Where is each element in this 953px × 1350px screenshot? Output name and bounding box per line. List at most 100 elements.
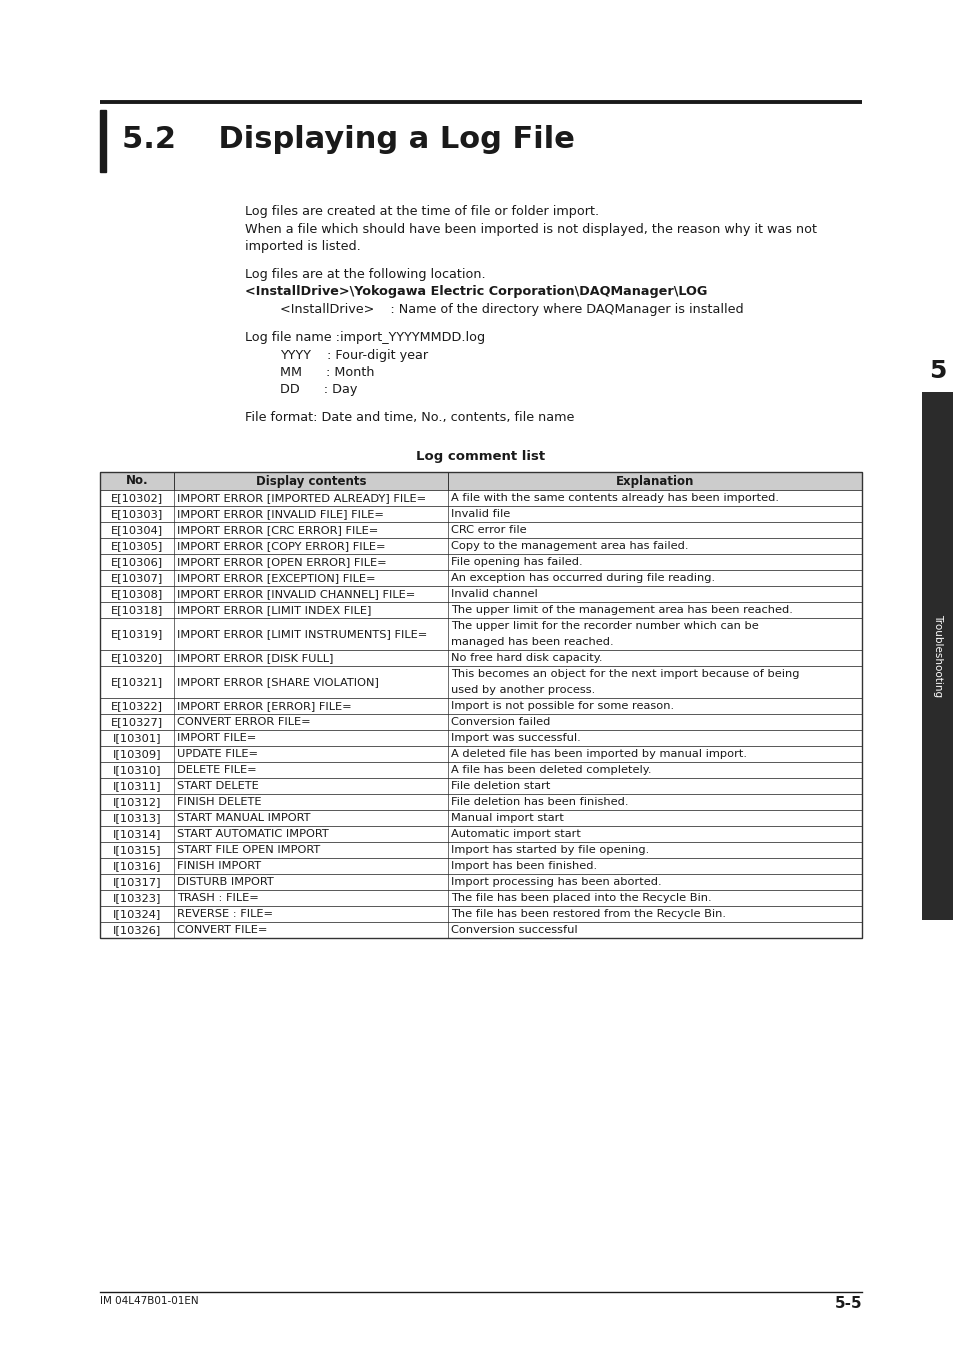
Text: TRASH : FILE=: TRASH : FILE= bbox=[177, 892, 258, 903]
Bar bbox=[100, 778, 862, 794]
Bar bbox=[100, 810, 862, 826]
Bar bbox=[100, 714, 862, 730]
Bar bbox=[100, 472, 862, 938]
Text: The file has been restored from the Recycle Bin.: The file has been restored from the Recy… bbox=[451, 909, 725, 919]
Text: I[10323]: I[10323] bbox=[112, 892, 161, 903]
Text: E[10304]: E[10304] bbox=[111, 525, 163, 535]
Text: UPDATE FILE=: UPDATE FILE= bbox=[177, 749, 257, 759]
Text: E[10305]: E[10305] bbox=[111, 541, 163, 551]
Text: DELETE FILE=: DELETE FILE= bbox=[177, 765, 256, 775]
Text: No free hard disk capacity.: No free hard disk capacity. bbox=[451, 653, 602, 663]
Text: Manual import start: Manual import start bbox=[451, 813, 563, 823]
Text: File deletion has been finished.: File deletion has been finished. bbox=[451, 796, 628, 807]
Bar bbox=[921, 350, 953, 919]
Text: IM 04L47B01-01EN: IM 04L47B01-01EN bbox=[100, 1296, 198, 1305]
Bar bbox=[100, 842, 862, 859]
Text: A file has been deleted completely.: A file has been deleted completely. bbox=[451, 765, 651, 775]
Bar bbox=[100, 698, 862, 714]
Text: E[10302]: E[10302] bbox=[111, 493, 163, 504]
Bar bbox=[100, 906, 862, 922]
Text: E[10306]: E[10306] bbox=[111, 558, 163, 567]
Text: FINISH DELETE: FINISH DELETE bbox=[177, 796, 261, 807]
Text: IMPORT ERROR [INVALID FILE] FILE=: IMPORT ERROR [INVALID FILE] FILE= bbox=[177, 509, 383, 518]
Text: I[10312]: I[10312] bbox=[112, 796, 161, 807]
Text: Import is not possible for some reason.: Import is not possible for some reason. bbox=[451, 701, 674, 711]
Text: Conversion successful: Conversion successful bbox=[451, 925, 577, 936]
Text: I[10301]: I[10301] bbox=[112, 733, 161, 743]
Bar bbox=[100, 649, 862, 666]
Bar bbox=[100, 873, 862, 890]
Text: IMPORT ERROR [INVALID CHANNEL] FILE=: IMPORT ERROR [INVALID CHANNEL] FILE= bbox=[177, 589, 415, 599]
Text: A deleted file has been imported by manual import.: A deleted file has been imported by manu… bbox=[451, 749, 746, 759]
Text: Copy to the management area has failed.: Copy to the management area has failed. bbox=[451, 541, 688, 551]
Text: E[10321]: E[10321] bbox=[111, 676, 163, 687]
Bar bbox=[100, 472, 862, 490]
Bar bbox=[921, 0, 953, 1300]
Text: IMPORT ERROR [OPEN ERROR] FILE=: IMPORT ERROR [OPEN ERROR] FILE= bbox=[177, 558, 386, 567]
Text: E[10327]: E[10327] bbox=[111, 717, 163, 728]
Text: Import processing has been aborted.: Import processing has been aborted. bbox=[451, 878, 661, 887]
Text: The upper limit for the recorder number which can be: The upper limit for the recorder number … bbox=[451, 621, 758, 630]
Bar bbox=[100, 109, 106, 171]
Text: File format: Date and time, No., contents, file name: File format: Date and time, No., content… bbox=[245, 412, 574, 424]
Text: 5-5: 5-5 bbox=[834, 1296, 862, 1311]
Text: 5: 5 bbox=[928, 359, 945, 383]
Text: MM      : Month: MM : Month bbox=[280, 366, 375, 379]
Text: The file has been placed into the Recycle Bin.: The file has been placed into the Recycl… bbox=[451, 892, 711, 903]
Text: YYYY    : Four-digit year: YYYY : Four-digit year bbox=[280, 348, 428, 362]
Text: CONVERT ERROR FILE=: CONVERT ERROR FILE= bbox=[177, 717, 311, 728]
Text: IMPORT ERROR [ERROR] FILE=: IMPORT ERROR [ERROR] FILE= bbox=[177, 701, 352, 711]
Text: <InstallDrive>    : Name of the directory where DAQManager is installed: <InstallDrive> : Name of the directory w… bbox=[280, 302, 742, 316]
Text: I[10313]: I[10313] bbox=[112, 813, 161, 823]
Text: DISTURB IMPORT: DISTURB IMPORT bbox=[177, 878, 274, 887]
Text: DD      : Day: DD : Day bbox=[280, 383, 357, 397]
Text: I[10324]: I[10324] bbox=[112, 909, 161, 919]
Text: E[10307]: E[10307] bbox=[111, 572, 163, 583]
Bar bbox=[100, 666, 862, 698]
Text: Import has started by file opening.: Import has started by file opening. bbox=[451, 845, 649, 855]
Text: I[10310]: I[10310] bbox=[112, 765, 161, 775]
Text: An exception has occurred during file reading.: An exception has occurred during file re… bbox=[451, 572, 715, 583]
Bar bbox=[100, 747, 862, 761]
Text: IMPORT ERROR [CRC ERROR] FILE=: IMPORT ERROR [CRC ERROR] FILE= bbox=[177, 525, 377, 535]
Text: E[10308]: E[10308] bbox=[111, 589, 163, 599]
Bar bbox=[100, 859, 862, 873]
Bar bbox=[100, 761, 862, 778]
Bar bbox=[921, 350, 953, 392]
Text: managed has been reached.: managed has been reached. bbox=[451, 637, 613, 647]
Text: 5.2    Displaying a Log File: 5.2 Displaying a Log File bbox=[122, 126, 575, 154]
Text: I[10311]: I[10311] bbox=[112, 782, 161, 791]
Text: I[10326]: I[10326] bbox=[112, 925, 161, 936]
Text: Log files are created at the time of file or folder import.: Log files are created at the time of fil… bbox=[245, 205, 598, 217]
Text: CONVERT FILE=: CONVERT FILE= bbox=[177, 925, 267, 936]
Text: E[10319]: E[10319] bbox=[111, 629, 163, 639]
Text: E[10318]: E[10318] bbox=[111, 605, 163, 616]
Bar bbox=[100, 554, 862, 570]
Bar bbox=[100, 539, 862, 553]
Bar bbox=[100, 890, 862, 906]
Text: IMPORT ERROR [EXCEPTION] FILE=: IMPORT ERROR [EXCEPTION] FILE= bbox=[177, 572, 375, 583]
Bar bbox=[100, 730, 862, 747]
Text: Log file name :import_YYYYMMDD.log: Log file name :import_YYYYMMDD.log bbox=[245, 331, 485, 344]
Text: Troubleshooting: Troubleshooting bbox=[932, 614, 942, 698]
Bar bbox=[100, 490, 862, 506]
Text: IMPORT ERROR [SHARE VIOLATION]: IMPORT ERROR [SHARE VIOLATION] bbox=[177, 676, 378, 687]
Text: This becomes an object for the next import because of being: This becomes an object for the next impo… bbox=[451, 670, 799, 679]
Text: Invalid channel: Invalid channel bbox=[451, 589, 537, 599]
Text: Invalid file: Invalid file bbox=[451, 509, 510, 518]
Text: No.: No. bbox=[126, 474, 148, 487]
Text: CRC error file: CRC error file bbox=[451, 525, 526, 535]
Text: used by another process.: used by another process. bbox=[451, 684, 595, 695]
Bar bbox=[100, 922, 862, 938]
Text: Conversion failed: Conversion failed bbox=[451, 717, 550, 728]
Text: imported is listed.: imported is listed. bbox=[245, 240, 360, 252]
Text: IMPORT ERROR [COPY ERROR] FILE=: IMPORT ERROR [COPY ERROR] FILE= bbox=[177, 541, 385, 551]
Text: File opening has failed.: File opening has failed. bbox=[451, 558, 582, 567]
Text: IMPORT ERROR [DISK FULL]: IMPORT ERROR [DISK FULL] bbox=[177, 653, 333, 663]
Text: Automatic import start: Automatic import start bbox=[451, 829, 580, 838]
Bar bbox=[100, 826, 862, 842]
Text: Log files are at the following location.: Log files are at the following location. bbox=[245, 269, 485, 281]
Text: A file with the same contents already has been imported.: A file with the same contents already ha… bbox=[451, 493, 779, 504]
Bar bbox=[100, 602, 862, 618]
Text: START DELETE: START DELETE bbox=[177, 782, 258, 791]
